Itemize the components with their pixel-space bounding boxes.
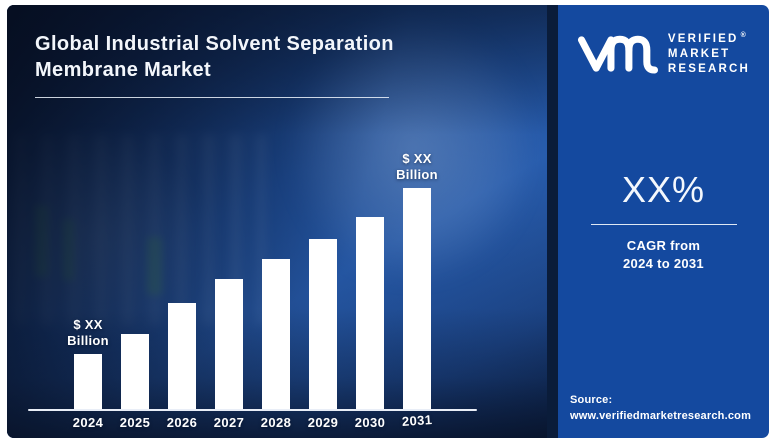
cagr-value: XX% <box>621 169 706 210</box>
logo-word-research: RESEARCH <box>667 63 751 75</box>
vmr-logo-mark <box>577 35 658 74</box>
bar-2026 <box>168 303 196 409</box>
x-tick-2030: 2030 <box>354 415 386 430</box>
bar-column-2029 <box>309 239 337 409</box>
bar-column-2028 <box>262 259 290 409</box>
bar-2031 <box>403 188 431 409</box>
title-underline <box>35 97 389 98</box>
bar-column-2030 <box>356 217 384 409</box>
bar-column-2025 <box>121 334 149 409</box>
info-panel: VERIFIED ® MARKET RESEARCH XX% CAGR from … <box>558 5 769 438</box>
infographic-card: Global Industrial Solvent Separation Mem… <box>7 5 769 438</box>
bar-column-2024: $ XX Billion <box>67 317 109 409</box>
bar-chart: $ XX Billion $ XX Billion 2024 2025 2026 2027 2… <box>28 151 477 430</box>
chart-panel: Global Industrial Solvent Separation Mem… <box>7 5 547 438</box>
x-tick-2031: 2031 <box>401 411 433 430</box>
x-tick-2026: 2026 <box>166 415 198 430</box>
source-attribution: Source: www.verifiedmarketresearch.com <box>570 393 751 425</box>
source-label: Source: <box>570 394 613 407</box>
x-tick-2027: 2027 <box>213 415 245 430</box>
logo-word-market: MARKET <box>667 47 731 60</box>
x-tick-2024: 2024 <box>72 415 104 430</box>
x-axis-labels: 2024 2025 2026 2027 2028 2029 2030 2031 <box>28 411 477 430</box>
panel-divider <box>547 5 558 438</box>
cagr-caption: CAGR from 2024 to 2031 <box>558 237 769 273</box>
title-line-2: Membrane Market <box>35 59 212 81</box>
bar-value-label: $ XX Billion <box>67 317 109 348</box>
source-url[interactable]: www.verifiedmarketresearch.com <box>570 410 752 423</box>
bar-2028 <box>262 259 290 409</box>
cagr-underline <box>590 224 737 225</box>
bar-column-2031: $ XX Billion <box>396 151 438 409</box>
bar-2025 <box>121 334 149 409</box>
logo-word-verified: VERIFIED <box>667 32 739 45</box>
title-line-1: Global Industrial Solvent Separation <box>35 33 394 55</box>
vmr-logo-text: VERIFIED ® MARKET RESEARCH <box>668 31 750 77</box>
bar-2024 <box>74 354 102 409</box>
page-title: Global Industrial Solvent Separation Mem… <box>7 5 547 83</box>
x-tick-2025: 2025 <box>119 415 151 430</box>
cagr-caption-line-2: 2024 to 2031 <box>623 256 704 272</box>
x-tick-2029: 2029 <box>307 415 339 430</box>
bar-column-2027 <box>215 279 243 409</box>
bar-column-2026 <box>168 303 196 409</box>
cagr-caption-line-1: CAGR from <box>626 238 701 253</box>
bar-plot: $ XX Billion $ XX Billion <box>28 151 477 409</box>
bar-value-label: $ XX Billion <box>396 151 438 182</box>
bar-2030 <box>356 217 384 409</box>
cagr-callout: XX% CAGR from 2024 to 2031 <box>558 169 769 273</box>
x-axis-line <box>28 409 477 411</box>
bar-2027 <box>215 279 243 409</box>
registered-trademark-symbol: ® <box>740 31 746 39</box>
x-tick-2028: 2028 <box>260 415 292 430</box>
bar-2029 <box>309 239 337 409</box>
vmr-logo: VERIFIED ® MARKET RESEARCH <box>558 29 769 79</box>
